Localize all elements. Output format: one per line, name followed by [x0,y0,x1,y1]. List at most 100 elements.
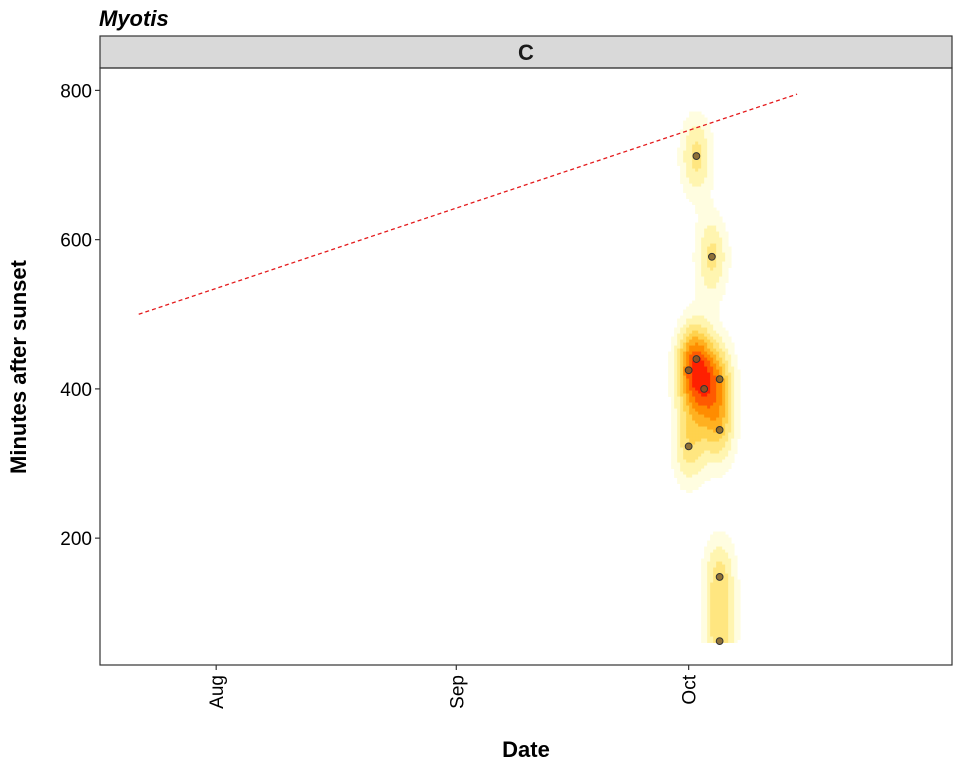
density-cell [701,345,705,349]
density-cell [674,456,678,460]
density-cell [707,582,711,586]
density-cell [719,327,723,331]
density-cell [713,225,717,229]
density-cell [716,258,720,262]
density-cell [710,228,714,232]
density-cell [716,327,720,331]
density-cell [701,144,705,148]
density-cell [728,357,732,361]
density-cell [713,246,717,250]
density-cell [737,603,741,607]
density-cell [704,450,708,454]
density-cell [716,291,720,295]
density-cell [707,600,711,604]
density-cell [707,135,711,139]
density-cell [707,561,711,565]
density-cell [701,417,705,421]
density-cell [695,258,699,262]
density-cell [704,558,708,562]
density-cell [713,213,717,217]
density-cell [668,366,672,370]
density-cell [722,606,726,610]
density-cell [713,318,717,322]
density-cell [683,378,687,382]
density-cell [719,354,723,358]
density-cell [710,387,714,391]
density-cell [731,624,735,628]
density-cell [710,408,714,412]
density-cell [695,351,699,355]
density-cell [686,309,690,313]
density-cell [719,231,723,235]
density-cell [722,396,726,400]
density-cell [701,585,705,589]
density-cell [701,453,705,457]
density-cell [713,411,717,415]
density-cell [728,366,732,370]
density-cell [683,432,687,436]
density-cell [713,297,717,301]
density-cell [671,456,675,460]
density-cell [722,291,726,295]
density-cell [710,381,714,385]
density-cell [698,201,702,205]
density-cell [704,120,708,124]
density-cell [704,330,708,334]
density-cell [698,189,702,193]
density-cell [677,450,681,454]
density-cell [722,573,726,577]
density-cell [686,429,690,433]
density-cell [695,459,699,463]
density-cell [716,231,720,235]
density-cell [704,252,708,256]
density-cell [731,441,735,445]
density-cell [698,195,702,199]
density-cell [695,273,699,277]
density-cell [710,543,714,547]
density-cell [698,408,702,412]
density-cell [704,165,708,169]
density-cell [737,393,741,397]
density-cell [722,591,726,595]
density-cell [719,408,723,412]
density-cell [725,603,729,607]
density-cell [698,339,702,343]
density-cell [731,588,735,592]
density-cell [716,270,720,274]
density-cell [689,153,693,157]
density-cell [701,615,705,619]
density-cell [722,612,726,616]
density-cell [704,186,708,190]
density-cell [671,447,675,451]
density-cell [734,630,738,634]
density-cell [722,339,726,343]
density-cell [719,228,723,232]
density-cell [725,426,729,430]
density-cell [701,258,705,262]
density-cell [692,162,696,166]
density-cell [731,633,735,637]
density-cell [713,390,717,394]
density-cell [707,210,711,214]
density-cell [734,411,738,415]
density-cell [713,327,717,331]
density-cell [728,339,732,343]
density-cell [725,390,729,394]
density-cell [707,639,711,643]
density-cell [713,267,717,271]
density-cell [716,255,720,259]
density-cell [731,417,735,421]
density-cell [698,240,702,244]
density-cell [713,474,717,478]
density-cell [713,399,717,403]
density-cell [674,420,678,424]
density-cell [710,234,714,238]
density-cell [719,381,723,385]
density-cell [680,423,684,427]
density-cell [734,375,738,379]
density-cell [692,384,696,388]
density-cell [731,453,735,457]
density-cell [677,477,681,481]
density-cell [704,231,708,235]
density-cell [686,315,690,319]
